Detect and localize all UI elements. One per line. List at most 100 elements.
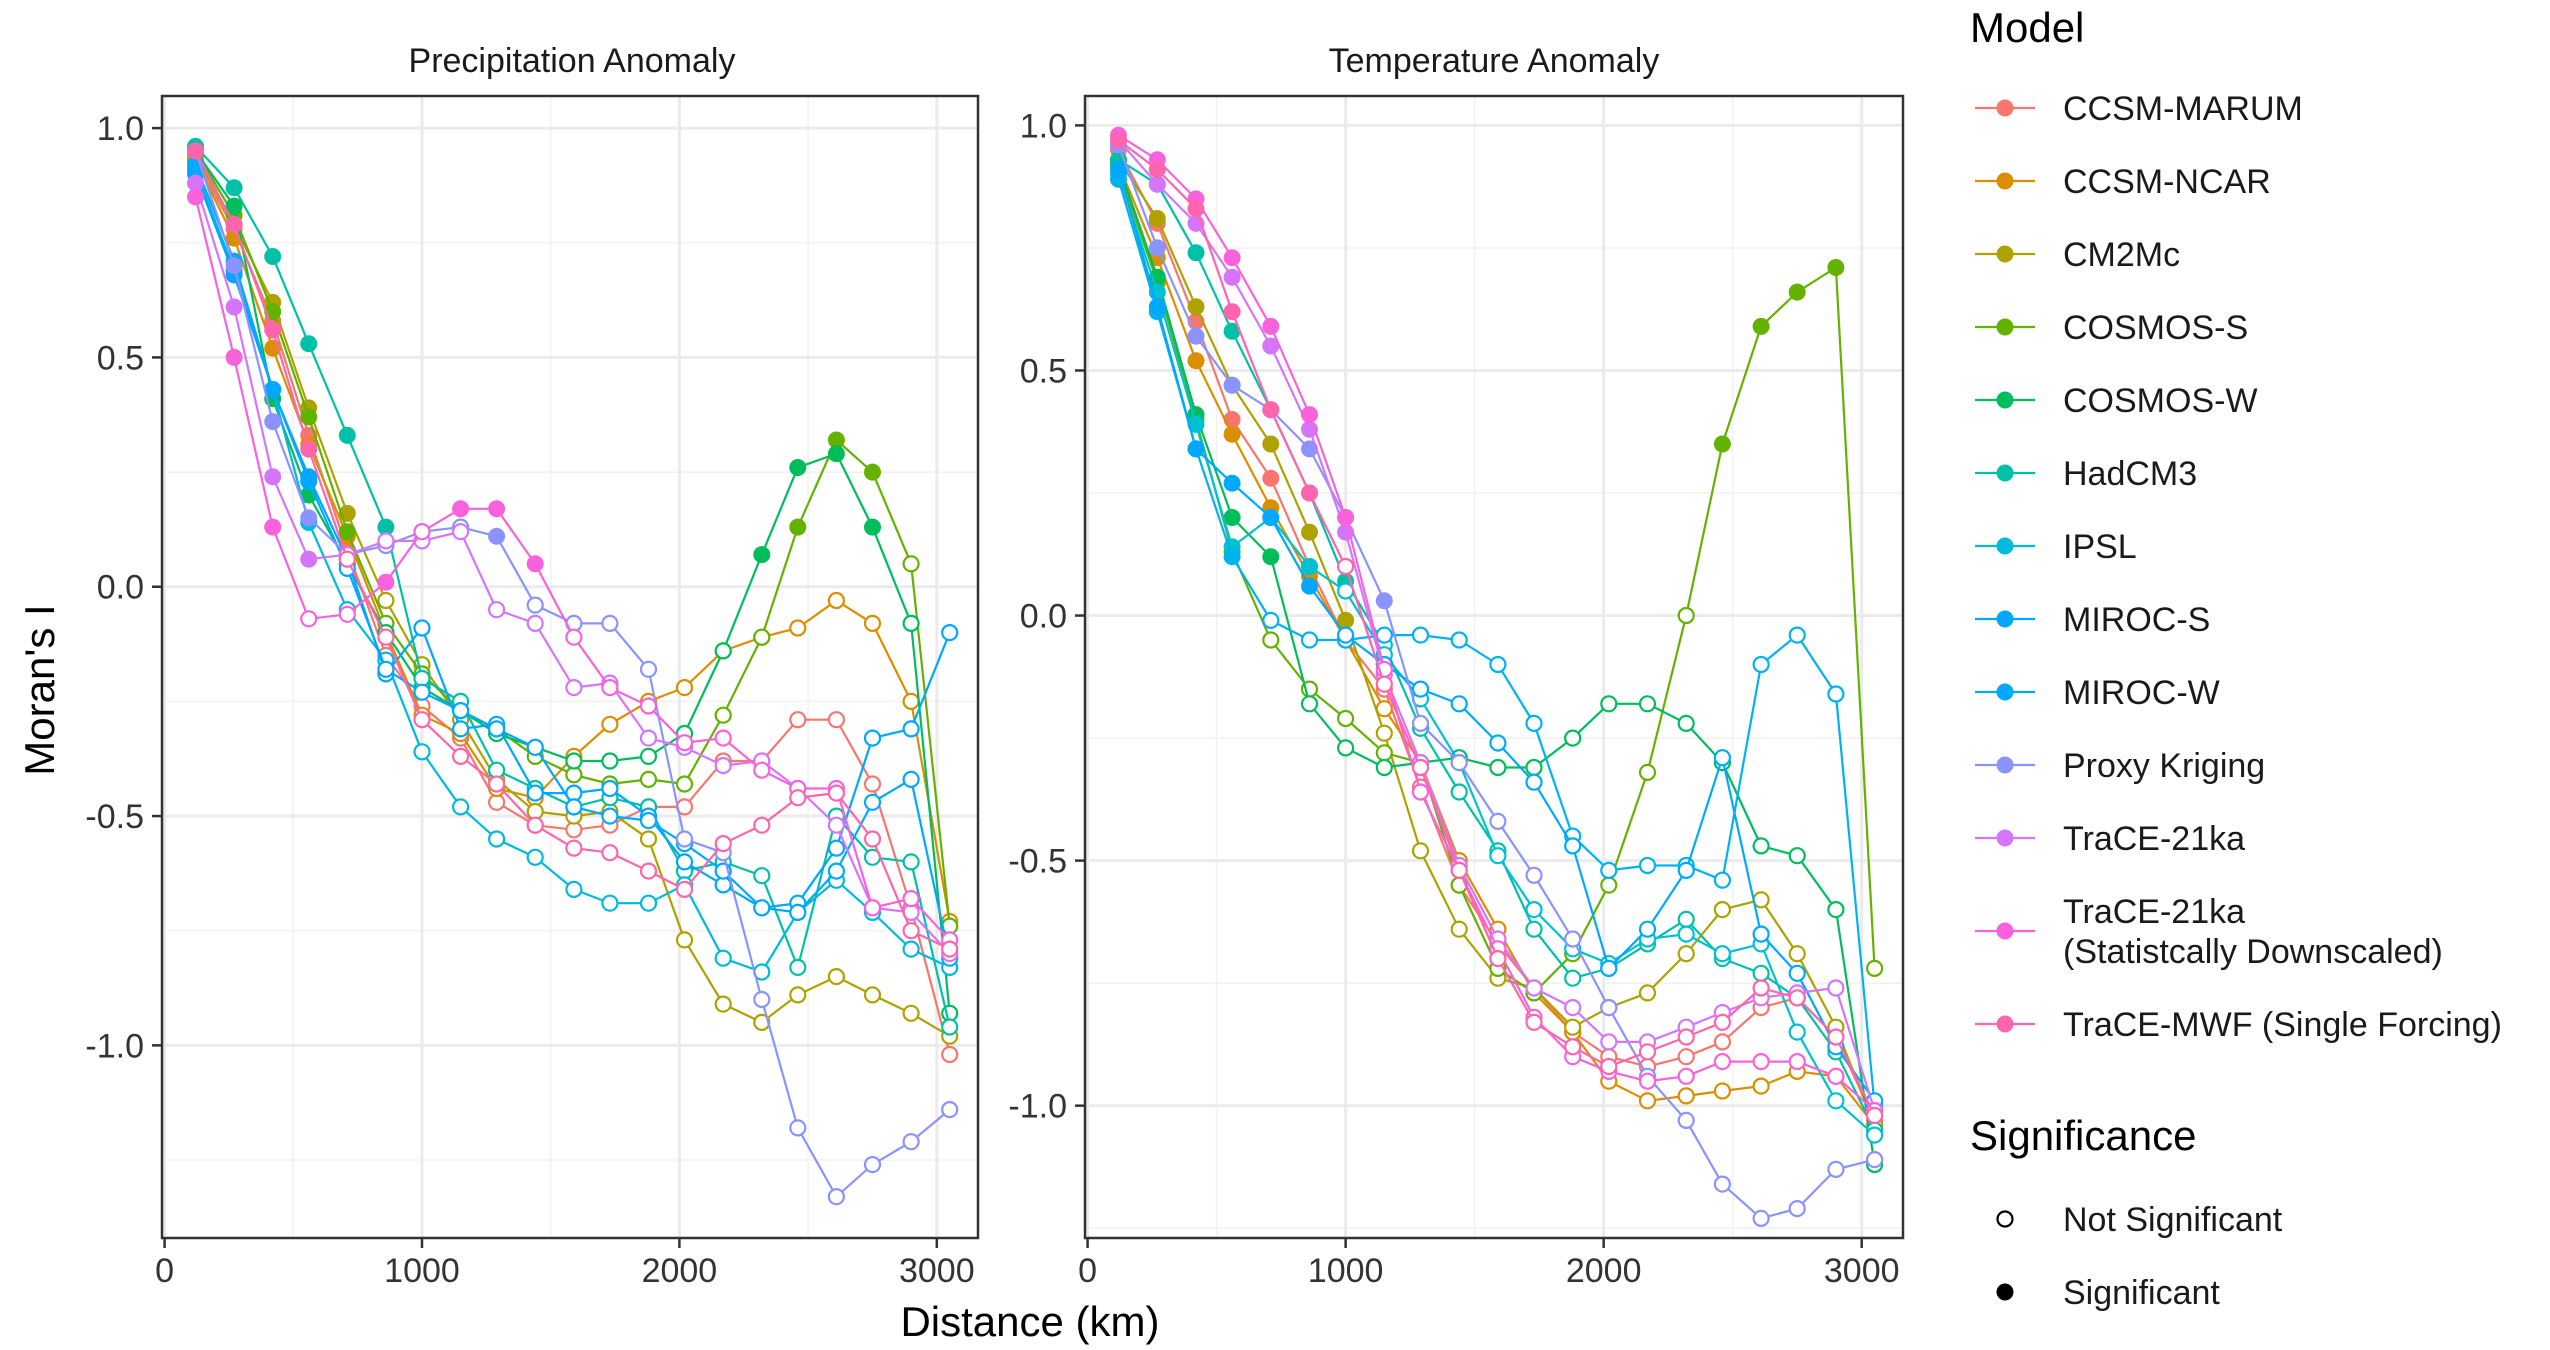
data-point [565, 839, 583, 857]
data-point [863, 1155, 882, 1174]
data-point [1525, 714, 1543, 733]
data-point [1223, 509, 1241, 526]
data-point [675, 853, 694, 871]
data-point [863, 986, 882, 1004]
data-point [639, 747, 658, 766]
data-point [1788, 1023, 1806, 1041]
data-point [1827, 900, 1845, 919]
data-point [1262, 631, 1280, 649]
data-point [941, 1045, 959, 1064]
data-point [675, 880, 694, 899]
data-point [300, 335, 318, 353]
legend-key-point [1996, 172, 2014, 190]
data-point [1827, 1028, 1845, 1046]
data-point [1752, 1209, 1770, 1228]
data-point [863, 729, 882, 747]
data-point [338, 426, 356, 444]
data-point [1677, 606, 1695, 625]
data-point [377, 628, 395, 646]
data-point [1148, 210, 1166, 227]
data-point [827, 591, 846, 610]
legend-item-ccsm-marum: CCSM-MARUM [1975, 90, 2303, 128]
data-point [452, 798, 470, 816]
data-point [1600, 1033, 1618, 1051]
data-point [675, 775, 694, 793]
data-point [225, 257, 243, 275]
series-proxy-kriging [1110, 136, 1884, 1228]
legend-item-trace-mwf-single-forcing: TraCE-MWF (Single Forcing) [1975, 1006, 2502, 1044]
data-point [1713, 435, 1731, 453]
data-point [264, 321, 282, 339]
data-point [714, 834, 732, 853]
data-point [1752, 655, 1770, 674]
legend-label: CM2Mc [2063, 236, 2180, 274]
series-group [1110, 126, 1884, 1228]
data-point [789, 986, 807, 1004]
data-point [526, 816, 544, 834]
data-point [827, 784, 846, 802]
x-tick-label: 3000 [899, 1252, 975, 1290]
data-point [902, 614, 920, 633]
data-point [1638, 984, 1657, 1002]
data-point [675, 678, 694, 697]
data-point [827, 967, 846, 986]
data-point [1600, 1057, 1618, 1076]
data-point [1450, 753, 1468, 772]
data-point [863, 793, 882, 811]
legend-item-ccsm-ncar: CCSM-NCAR [1975, 163, 2271, 201]
data-point [1752, 837, 1770, 855]
data-point [1788, 945, 1806, 963]
data-point [864, 518, 881, 536]
x-axis-title: Distance (km) [900, 1298, 1159, 1345]
y-tick-label: -0.5 [1008, 843, 1067, 881]
legend-key-point [1996, 829, 2014, 847]
data-point [264, 248, 282, 265]
legend-key-point [1996, 318, 2014, 336]
data-point [827, 711, 846, 729]
data-point [1262, 469, 1280, 487]
data-point [1788, 626, 1806, 644]
data-point [1148, 298, 1166, 316]
data-point [1713, 871, 1732, 889]
data-point [1564, 837, 1582, 855]
data-point [902, 555, 920, 573]
data-point [902, 889, 920, 908]
data-point [1336, 626, 1355, 644]
data-point [1336, 557, 1355, 576]
data-point [1564, 998, 1582, 1017]
data-point [1827, 1092, 1845, 1110]
legend-item-hadcm3: HadCM3 [1975, 455, 2197, 493]
data-point [488, 601, 506, 619]
legend-key-point [1996, 464, 2014, 482]
data-point [225, 215, 243, 233]
data-point [1336, 709, 1355, 728]
data-point [639, 811, 658, 830]
y-tick-label: 1.0 [1020, 107, 1067, 145]
data-point [488, 500, 506, 518]
data-point [1865, 1150, 1884, 1169]
data-point [902, 720, 920, 738]
data-point [1223, 303, 1241, 321]
data-point [1638, 695, 1657, 713]
data-point [413, 619, 431, 637]
data-point [639, 697, 658, 715]
data-point [827, 816, 846, 834]
legend-label: Not Significant [2063, 1201, 2283, 1239]
data-point [1752, 964, 1770, 982]
data-point [601, 752, 619, 770]
data-point [1450, 783, 1468, 801]
x-tick-label: 2000 [1566, 1252, 1642, 1290]
x-tick-label: 0 [1078, 1252, 1097, 1290]
data-point [789, 1119, 807, 1137]
data-point [565, 752, 583, 770]
data-point [1638, 1043, 1657, 1061]
data-point [1223, 411, 1241, 428]
data-point [639, 894, 658, 912]
data-point [300, 610, 318, 628]
data-point [1223, 322, 1241, 340]
data-point [300, 550, 318, 568]
data-point [225, 179, 243, 197]
data-point [753, 628, 771, 646]
data-point [187, 188, 204, 206]
data-point [1525, 979, 1543, 997]
